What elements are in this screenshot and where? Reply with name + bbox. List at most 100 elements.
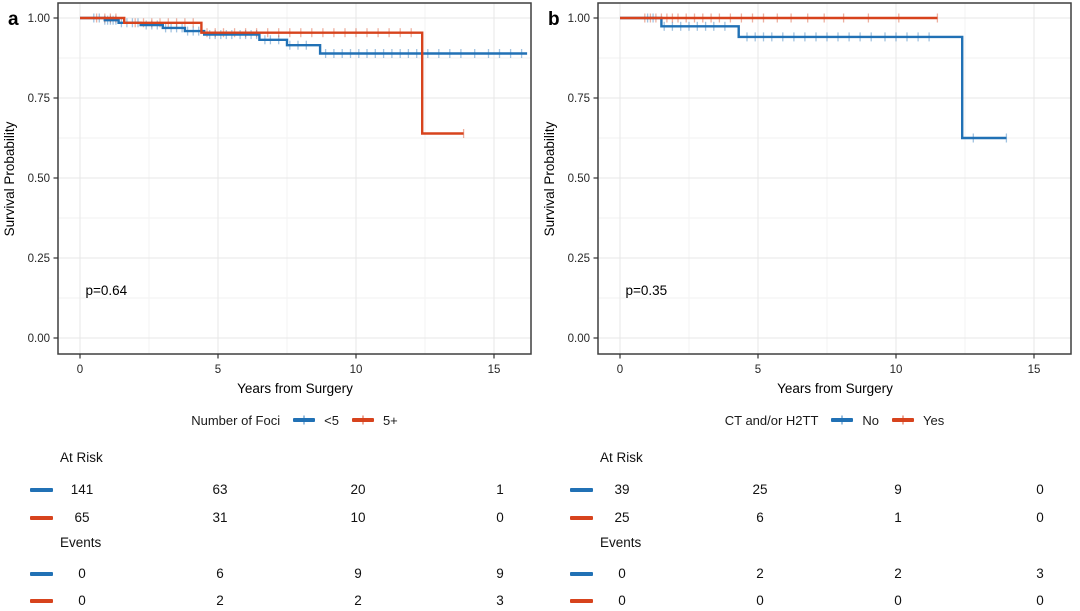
censor-tick-icon (303, 415, 306, 425)
events-count: 3 (496, 593, 504, 608)
events-count: 0 (78, 566, 86, 581)
risk-table-panel-a: At Risk 141 63 20 1 65 31 10 0 Events 0 … (0, 450, 540, 611)
censor-tick-icon (361, 415, 364, 425)
svg-text:15: 15 (1028, 364, 1041, 376)
panel-letter: a (8, 9, 19, 30)
table-row: 141 63 20 1 (0, 481, 540, 500)
events-count: 0 (894, 593, 902, 608)
legend-item-label: Yes (923, 412, 945, 428)
censor-tick-icon (902, 415, 905, 425)
legend-title: Number of Foci (191, 412, 281, 428)
svg-text:0.75: 0.75 (28, 93, 50, 105)
legend-panel-b: CT and/or H2TT No Yes (598, 406, 1071, 434)
km-plot-panel-b: 0 5 10 15 0.00 0.25 0.50 0.75 1.00 Years from Sur… (542, 2, 1072, 396)
at-risk-count: 10 (350, 510, 366, 525)
survival-curve-series-0 (80, 16, 528, 55)
legend-item: <5 (293, 413, 339, 428)
svg-text:10: 10 (890, 364, 903, 376)
table-row: 0 2 2 3 (540, 565, 1080, 584)
grid-major (58, 3, 531, 354)
svg-text:0.00: 0.00 (28, 333, 50, 345)
at-risk-count: 1 (496, 482, 504, 497)
series-key-line-icon (30, 488, 53, 492)
events-label: Events (600, 535, 642, 550)
events-count: 2 (756, 566, 764, 581)
table-row: 0 6 9 9 (0, 565, 540, 584)
svg-text:0.50: 0.50 (568, 173, 590, 185)
table-row: 25 6 1 0 (540, 509, 1080, 528)
series-key-line-icon (570, 572, 593, 576)
legend-item: No (831, 413, 879, 428)
legend-item-label: 5+ (382, 412, 398, 428)
at-risk-count: 65 (74, 510, 90, 525)
series-key-line-icon (30, 516, 53, 520)
at-risk-count: 6 (756, 510, 764, 525)
events-count: 0 (756, 593, 764, 608)
at-risk-count: 1 (894, 510, 902, 525)
x-axis-title: Years from Surgery (237, 381, 353, 396)
table-row: 0 0 0 0 (540, 592, 1080, 611)
events-count: 9 (496, 566, 504, 581)
series-key-line-icon (570, 516, 593, 520)
legend-key-line-icon (892, 415, 915, 425)
at-risk-count: 39 (614, 482, 630, 497)
series-key-line-icon (30, 599, 53, 603)
survival-curve-series-0 (620, 16, 1007, 140)
svg-text:10: 10 (350, 364, 363, 376)
events-count: 6 (216, 566, 224, 581)
y-axis-title: Survival Probability (2, 121, 17, 236)
at-risk-count: 63 (212, 482, 228, 497)
svg-text:1.00: 1.00 (568, 13, 590, 25)
at-risk-label: At Risk (60, 450, 103, 465)
legend-item: Yes (892, 413, 944, 428)
panel-b: 0 5 10 15 0.00 0.25 0.50 0.75 1.00 Years from Sur… (540, 0, 1080, 611)
table-row: 0 2 2 3 (0, 592, 540, 611)
svg-text:1.00: 1.00 (28, 13, 50, 25)
events-count: 9 (354, 566, 362, 581)
table-row: 39 25 9 0 (540, 481, 1080, 500)
censor-tick-icon (841, 415, 844, 425)
at-risk-count: 20 (350, 482, 366, 497)
svg-text:0: 0 (617, 364, 623, 376)
events-count: 2 (894, 566, 902, 581)
legend-key-line-icon (831, 415, 854, 425)
km-plot-panel-a: 0 5 10 15 0.00 0.25 0.50 0.75 1.00 Years from Sur… (2, 2, 532, 396)
axis-tick-marks (53, 17, 495, 359)
events-count: 0 (618, 566, 626, 581)
events-label: Events (60, 535, 102, 550)
svg-text:0.00: 0.00 (568, 333, 590, 345)
table-row: 65 31 10 0 (0, 509, 540, 528)
at-risk-count: 0 (1036, 510, 1044, 525)
legend-item: 5+ (351, 412, 398, 428)
grid-minor (598, 3, 1071, 354)
risk-table-panel-b: At Risk 39 25 9 0 25 6 1 0 Events 0 2 2 (540, 0, 1080, 611)
at-risk-label: At Risk (600, 450, 643, 465)
at-risk-count: 25 (614, 510, 630, 525)
series-key-line-icon (570, 599, 593, 603)
svg-text:5: 5 (755, 364, 761, 376)
svg-text:0: 0 (77, 364, 83, 376)
svg-text:15: 15 (488, 364, 501, 376)
at-risk-count: 141 (70, 482, 94, 497)
at-risk-count: 0 (496, 510, 504, 525)
p-value: p=0.35 (626, 283, 668, 298)
axis-tick-labels: 0 5 10 15 0.00 0.25 0.50 0.75 1.00 (28, 13, 501, 376)
y-axis-title: Survival Probability (542, 121, 557, 236)
events-count: 0 (78, 593, 86, 608)
series-key-line-icon (570, 488, 593, 492)
legend-item-label: <5 (324, 412, 339, 428)
events-count: 3 (1036, 566, 1044, 581)
at-risk-count: 0 (1036, 482, 1044, 497)
panel-a: 0 5 10 15 0.00 0.25 0.50 0.75 1.00 Years from Sur… (0, 2, 540, 611)
p-value: p=0.64 (86, 283, 128, 298)
axis-tick-marks (593, 17, 1035, 359)
events-count: 0 (618, 593, 626, 608)
svg-text:0.25: 0.25 (568, 253, 590, 265)
axis-tick-labels: 0 5 10 15 0.00 0.25 0.50 0.75 1.00 (568, 13, 1041, 376)
legend-key-line-icon (293, 415, 316, 425)
events-count: 0 (1036, 593, 1044, 608)
svg-text:0.25: 0.25 (28, 253, 50, 265)
panel-letter: b (548, 9, 560, 30)
legend-panel-a: Number of Foci <5 5+ (58, 406, 531, 434)
